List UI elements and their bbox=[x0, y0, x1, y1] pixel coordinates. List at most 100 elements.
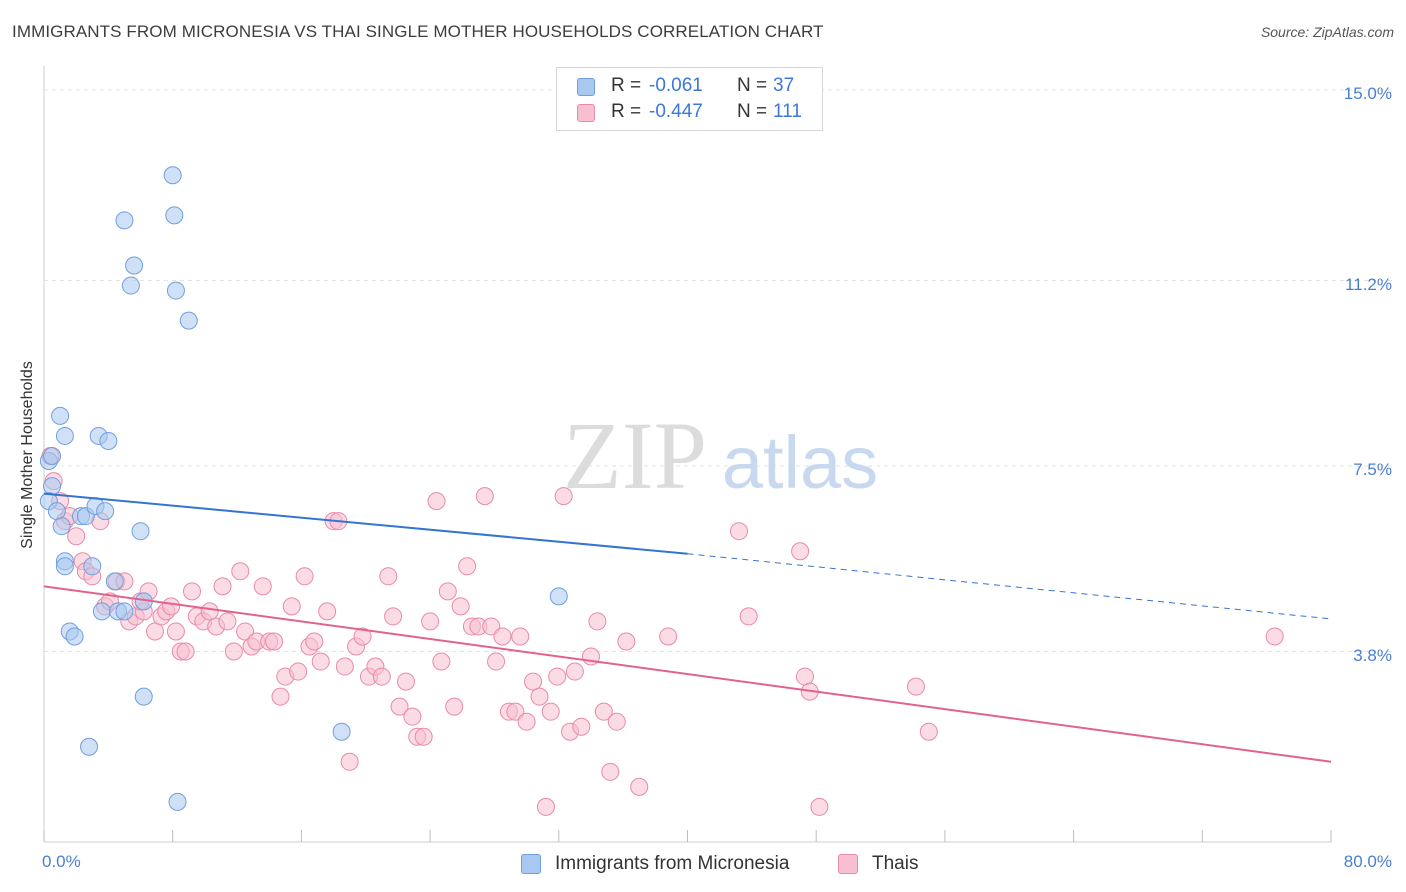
data-points bbox=[39, 166, 1284, 816]
data-point bbox=[554, 487, 573, 506]
data-point bbox=[200, 602, 219, 621]
data-point bbox=[43, 447, 62, 465]
data-point bbox=[253, 577, 272, 596]
data-point bbox=[305, 632, 324, 651]
data-point bbox=[791, 542, 810, 561]
data-point bbox=[166, 622, 185, 641]
data-point bbox=[536, 797, 555, 816]
data-point bbox=[295, 567, 314, 586]
bottom-legend-label-micronesia: Immigrants from Micronesia bbox=[555, 853, 790, 874]
legend-r-label: R = bbox=[611, 75, 642, 96]
data-point bbox=[163, 166, 182, 185]
data-point bbox=[475, 487, 494, 506]
data-point bbox=[487, 652, 506, 671]
trend-line-extension bbox=[687, 553, 1332, 620]
data-point bbox=[384, 607, 403, 626]
data-point bbox=[601, 762, 620, 781]
data-point bbox=[165, 206, 184, 225]
chart-title: IMMIGRANTS FROM MICRONESIA VS THAI SINGL… bbox=[12, 22, 824, 41]
data-point bbox=[810, 797, 829, 816]
data-point bbox=[1265, 627, 1284, 646]
data-point bbox=[379, 567, 398, 586]
y-tick-label: 11.2% bbox=[1345, 274, 1392, 294]
data-point bbox=[105, 572, 124, 591]
data-point bbox=[213, 577, 232, 596]
data-point bbox=[421, 612, 440, 631]
data-point bbox=[176, 642, 195, 661]
data-point bbox=[511, 627, 530, 646]
data-point bbox=[55, 426, 74, 445]
legend-n-value: 37 bbox=[773, 75, 795, 96]
data-point bbox=[414, 727, 433, 746]
data-point bbox=[65, 627, 84, 646]
watermark: ZIP atlas bbox=[563, 402, 878, 509]
data-point bbox=[659, 627, 678, 646]
data-point bbox=[617, 632, 636, 651]
data-point bbox=[630, 777, 649, 796]
data-point bbox=[47, 502, 66, 521]
data-point bbox=[482, 617, 501, 636]
data-point bbox=[795, 667, 814, 686]
data-point bbox=[607, 712, 626, 731]
data-point bbox=[282, 597, 301, 616]
x-tick-label-max: 80.0% bbox=[1343, 852, 1392, 871]
data-point bbox=[121, 276, 140, 295]
data-point bbox=[236, 622, 255, 641]
data-point bbox=[396, 672, 415, 691]
data-point bbox=[572, 717, 591, 736]
data-point bbox=[565, 662, 584, 681]
data-point bbox=[224, 642, 243, 661]
data-point bbox=[335, 657, 354, 676]
data-point bbox=[541, 702, 560, 721]
data-point bbox=[524, 672, 543, 691]
data-point bbox=[549, 587, 568, 606]
data-point bbox=[146, 622, 165, 641]
data-point bbox=[451, 597, 470, 616]
data-point bbox=[594, 702, 613, 721]
data-point bbox=[125, 256, 144, 275]
legend-r-value: -0.061 bbox=[649, 75, 703, 96]
data-point bbox=[332, 722, 351, 741]
data-point bbox=[506, 702, 525, 721]
data-point bbox=[432, 652, 451, 671]
data-point bbox=[179, 311, 198, 330]
data-point bbox=[131, 522, 150, 541]
bottom-legend-label-thais: Thais bbox=[872, 853, 919, 874]
data-point bbox=[51, 406, 70, 425]
data-point bbox=[67, 527, 86, 546]
x-tick-label-min: 0.0% bbox=[42, 852, 81, 871]
data-point bbox=[458, 557, 477, 576]
data-point bbox=[218, 612, 237, 631]
trend-line bbox=[43, 585, 1332, 763]
data-point bbox=[80, 737, 99, 756]
watermark-atlas: atlas bbox=[722, 421, 878, 504]
data-point bbox=[311, 652, 330, 671]
data-point bbox=[55, 557, 74, 576]
data-point bbox=[166, 281, 185, 300]
data-point bbox=[183, 582, 202, 601]
trend-line bbox=[43, 492, 688, 555]
data-point bbox=[340, 752, 359, 771]
data-point bbox=[438, 582, 457, 601]
data-point bbox=[99, 431, 118, 450]
data-point bbox=[445, 697, 464, 716]
trend-lines bbox=[43, 492, 1332, 763]
legend-n-value: 111 bbox=[773, 101, 802, 122]
data-point bbox=[289, 662, 308, 681]
data-point bbox=[729, 522, 748, 541]
data-point bbox=[115, 211, 134, 230]
legend-n-label: N = bbox=[737, 75, 768, 96]
legend-r-value: -0.447 bbox=[649, 101, 703, 122]
data-point bbox=[96, 502, 115, 521]
grid-lines bbox=[44, 89, 1392, 653]
data-point bbox=[43, 477, 62, 496]
data-point bbox=[115, 602, 134, 621]
y-tick-label: 7.5% bbox=[1353, 460, 1392, 480]
data-point bbox=[906, 677, 925, 696]
bottom-legend-swatch-micronesia bbox=[521, 854, 541, 874]
data-point bbox=[168, 792, 187, 811]
data-point bbox=[83, 557, 102, 576]
legend-swatch-thais bbox=[577, 104, 595, 122]
data-point bbox=[353, 627, 372, 646]
